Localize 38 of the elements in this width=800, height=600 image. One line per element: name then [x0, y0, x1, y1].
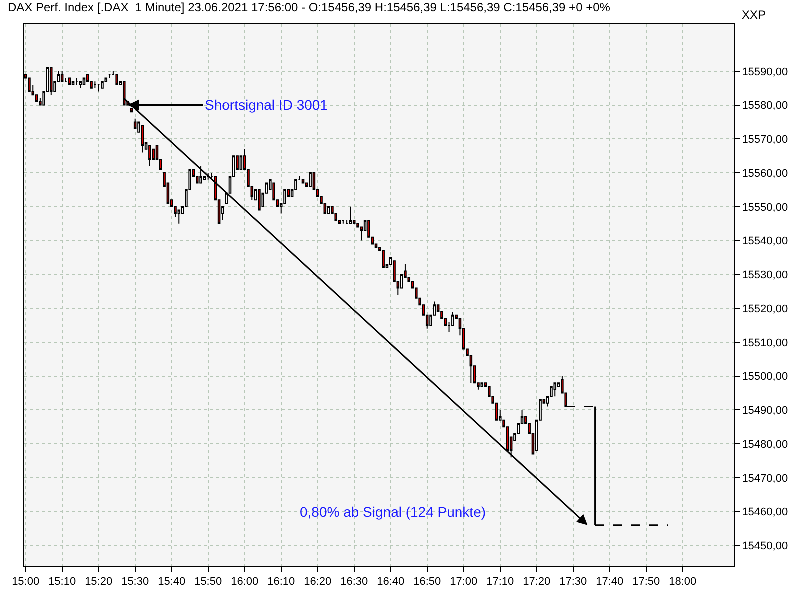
x-tick-label: 17:00 [450, 576, 478, 588]
x-tick-label: 16:40 [377, 576, 405, 588]
y-tick-label: 15590,00 [742, 66, 788, 78]
y-tick-label: 15460,00 [742, 506, 788, 519]
annotation: Shortsignal ID 3001 [205, 97, 328, 113]
x-tick-label: 15:40 [158, 576, 186, 588]
x-tick-label: 15:20 [85, 576, 113, 588]
text: XXP [742, 8, 766, 22]
y-tick-label: 15450,00 [742, 540, 788, 553]
x-tick-label: 16:10 [268, 576, 296, 588]
y-tick-label: 15470,00 [742, 472, 788, 485]
x-tick-label: 17:50 [632, 576, 660, 588]
x-tick-label: 15:10 [48, 576, 76, 588]
y-tick-label: 15510,00 [742, 337, 788, 350]
x-tick-label: 15:50 [194, 576, 222, 588]
x-tick-label: 16:30 [340, 576, 368, 588]
x-tick-label: 17:10 [486, 576, 514, 588]
y-tick-label: 15500,00 [742, 371, 788, 384]
x-tick-label: 18:00 [669, 576, 697, 588]
x-tick-label: 17:40 [596, 576, 624, 588]
y-tick-label: 15530,00 [742, 270, 788, 282]
x-tick-label: 15:00 [12, 576, 40, 588]
y-tick-label: 15550,00 [742, 202, 788, 214]
y-tick-label: 15540,00 [742, 236, 788, 248]
chart-title: DAX Perf. Index [.DAX 1 Minute] 23.06.2021 17:56:00 - O:15456,39 H:15456,39 L:15456,39 C:15456,39 +0 +0% [8, 0, 611, 14]
y-tick-label: 15560,00 [742, 168, 788, 180]
x-tick-label: 15:30 [122, 576, 150, 588]
x-tick-label: 16:00 [231, 576, 259, 588]
annotation: 0,80% ab Signal (124 Punkte) [300, 504, 486, 520]
y-tick-label: 15520,00 [742, 303, 788, 316]
x-tick-label: 17:30 [560, 576, 588, 588]
y-tick-label: 15480,00 [742, 438, 788, 451]
x-tick-label: 17:20 [523, 576, 551, 588]
x-tick-label: 16:20 [304, 576, 332, 588]
y-tick-label: 15490,00 [742, 405, 788, 418]
y-tick-label: 15580,00 [742, 100, 788, 112]
x-tick-label: 16:50 [414, 576, 442, 588]
y-tick-label: 15570,00 [742, 134, 788, 146]
